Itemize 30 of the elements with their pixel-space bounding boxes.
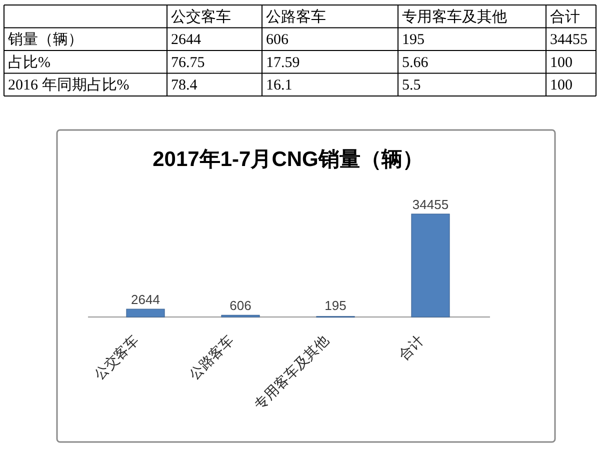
category-label: 合计 — [550, 8, 580, 26]
text: 销量（辆） — [7, 31, 83, 48]
x-tick-label: 专用客车及其他 — [252, 332, 332, 414]
category-label: 专用客车及其他 — [402, 8, 507, 26]
x-tick-label: 公路客车 — [186, 332, 238, 384]
x-tick-label: 公交客车 — [91, 332, 142, 384]
data-label: 2644 — [131, 292, 160, 308]
data-label: 100 — [550, 54, 572, 71]
text: 占比% — [8, 54, 50, 71]
data-label: 5.5 — [402, 78, 421, 94]
data-label: 195 — [402, 32, 424, 48]
data-label: 606 — [266, 32, 289, 48]
category-label: 公交客车 — [171, 8, 231, 26]
data-label: 5.66 — [402, 54, 429, 71]
data-label: 78.4 — [171, 78, 198, 94]
category-label: 公路客车 — [266, 8, 326, 26]
data-label: 2644 — [171, 32, 202, 48]
data-label: 76.75 — [171, 54, 205, 71]
bar — [126, 308, 165, 318]
data-label: 34455 — [412, 197, 449, 212]
data-label: 606 — [230, 298, 252, 313]
data-label: 17.59 — [266, 54, 300, 71]
chart-title: 2017年1-7月CNG销量（辆） — [152, 148, 424, 171]
data-label: 34455 — [550, 32, 588, 48]
text: 2016 年同期占比% — [8, 76, 130, 94]
data-label: 195 — [324, 298, 346, 313]
x-tick-label: 合计 — [396, 332, 428, 364]
data-label: 16.1 — [266, 78, 292, 94]
data-label: 100 — [550, 78, 572, 94]
bar — [411, 214, 450, 318]
